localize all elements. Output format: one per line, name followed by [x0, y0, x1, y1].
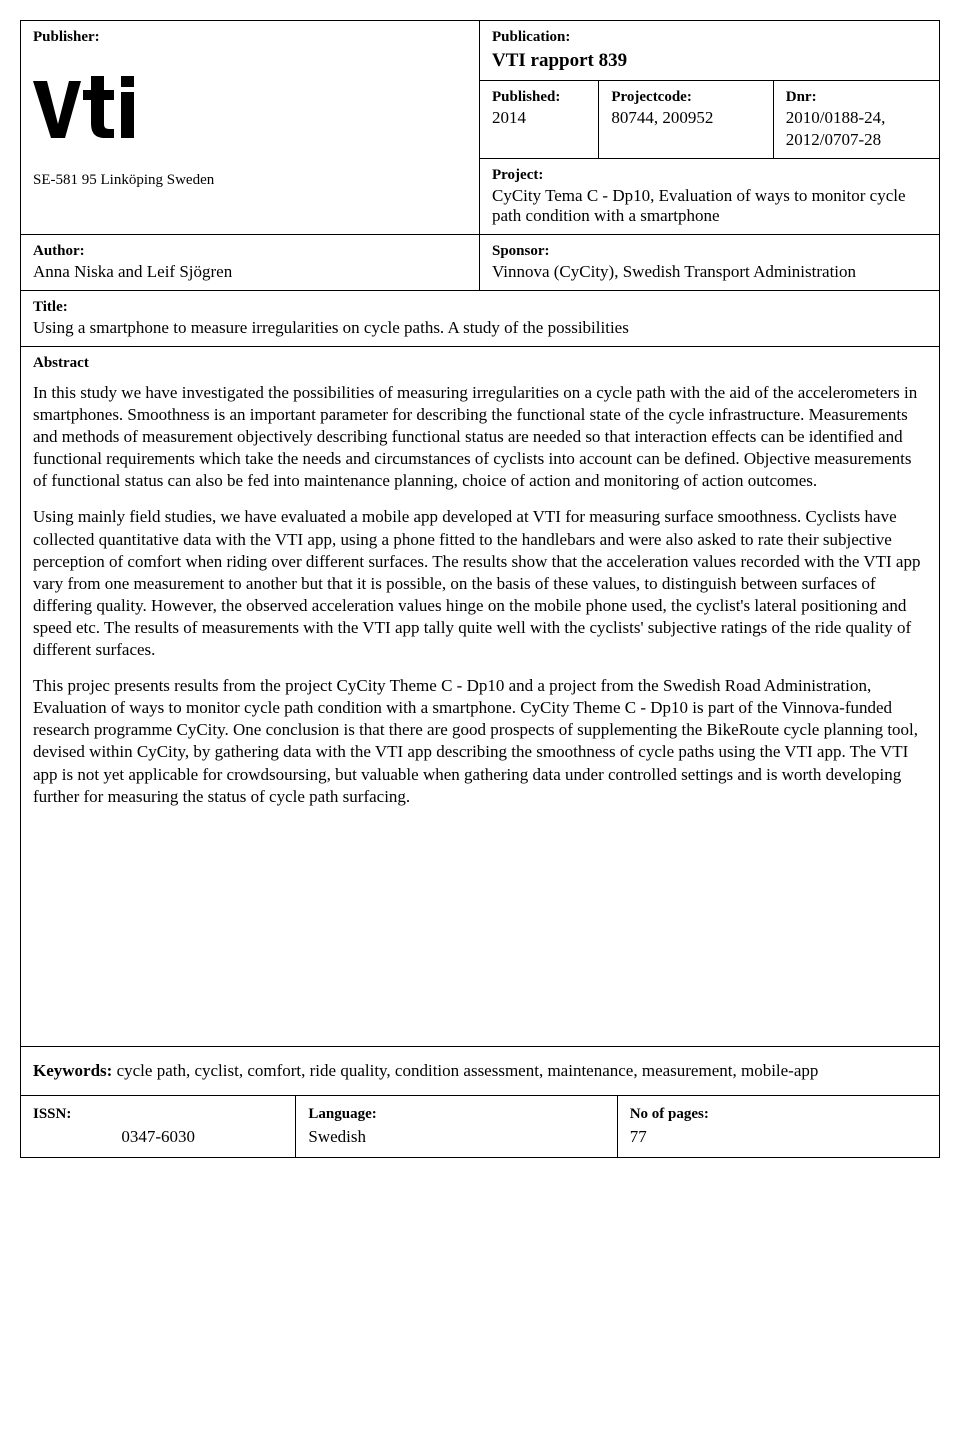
author-cell: Author: Anna Niska and Leif Sjögren [21, 235, 480, 290]
issn-cell: ISSN: 0347-6030 [21, 1096, 296, 1157]
footer-row: ISSN: 0347-6030 Language: Swedish No of … [21, 1096, 939, 1157]
publisher-label: Publisher: [33, 29, 467, 46]
project-label: Project: [492, 167, 927, 184]
language-cell: Language: Swedish [296, 1096, 617, 1157]
project-cell: Project: CyCity Tema C - Dp10, Evaluatio… [480, 159, 939, 234]
projectcode-cell: Projectcode: 80744, 200952 [599, 81, 773, 158]
author-value: Anna Niska and Leif Sjögren [33, 262, 467, 282]
dnr-label: Dnr: [786, 89, 927, 106]
published-cell: Published: 2014 [480, 81, 599, 158]
sponsor-cell: Sponsor: Vinnova (CyCity), Swedish Trans… [480, 235, 939, 290]
dnr-value-1: 2010/0188-24, [786, 108, 927, 128]
keywords-cell: Keywords: cycle path, cyclist, comfort, … [21, 1047, 939, 1096]
sponsor-value: Vinnova (CyCity), Swedish Transport Admi… [492, 262, 927, 282]
keywords-label: Keywords: [33, 1061, 112, 1080]
keywords-value: cycle path, cyclist, comfort, ride quali… [117, 1061, 819, 1080]
publisher-cell: Publisher: SE-581 95 Linköping Sweden [21, 21, 480, 234]
published-label: Published: [492, 89, 586, 106]
abstract-paragraph-2: Using mainly field studies, we have eval… [33, 506, 927, 661]
title-value: Using a smartphone to measure irregulari… [33, 318, 927, 338]
abstract-label: Abstract [33, 355, 927, 372]
issn-value: 0347-6030 [33, 1127, 283, 1147]
projectcode-value: 80744, 200952 [611, 108, 760, 128]
author-sponsor-row: Author: Anna Niska and Leif Sjögren Spon… [21, 235, 939, 291]
author-label: Author: [33, 243, 467, 260]
publication-value: VTI rapport 839 [492, 50, 927, 72]
vti-logo [33, 76, 467, 142]
project-value: CyCity Tema C - Dp10, Evaluation of ways… [492, 186, 927, 226]
publication-meta: Publication: VTI rapport 839 Published: … [480, 21, 939, 234]
report-metadata-page: Publisher: SE-581 95 Linköping Sweden Pu… [20, 20, 940, 1158]
abstract-text: In this study we have investigated the p… [33, 382, 927, 808]
abstract-paragraph-1: In this study we have investigated the p… [33, 382, 927, 492]
dnr-cell: Dnr: 2010/0188-24, 2012/0707-28 [774, 81, 939, 158]
pages-cell: No of pages: 77 [618, 1096, 939, 1157]
language-label: Language: [308, 1106, 604, 1123]
title-label: Title: [33, 299, 927, 316]
language-value: Swedish [308, 1127, 604, 1147]
published-value: 2014 [492, 108, 586, 128]
projectcode-label: Projectcode: [611, 89, 760, 106]
dnr-value-2: 2012/0707-28 [786, 130, 927, 150]
title-cell: Title: Using a smartphone to measure irr… [21, 291, 939, 347]
keywords-text: Keywords: cycle path, cyclist, comfort, … [33, 1061, 927, 1081]
pages-value: 77 [630, 1127, 927, 1147]
issn-label: ISSN: [33, 1106, 283, 1123]
sponsor-label: Sponsor: [492, 243, 927, 260]
pages-label: No of pages: [630, 1106, 927, 1123]
publication-cell: Publication: VTI rapport 839 [480, 21, 939, 81]
header-section: Publisher: SE-581 95 Linköping Sweden Pu… [21, 21, 939, 235]
meta-row: Published: 2014 Projectcode: 80744, 2009… [480, 81, 939, 159]
abstract-cell: Abstract In this study we have investiga… [21, 347, 939, 1047]
publisher-address: SE-581 95 Linköping Sweden [33, 172, 467, 189]
publication-label: Publication: [492, 29, 927, 46]
abstract-paragraph-3: This projec presents results from the pr… [33, 675, 927, 808]
